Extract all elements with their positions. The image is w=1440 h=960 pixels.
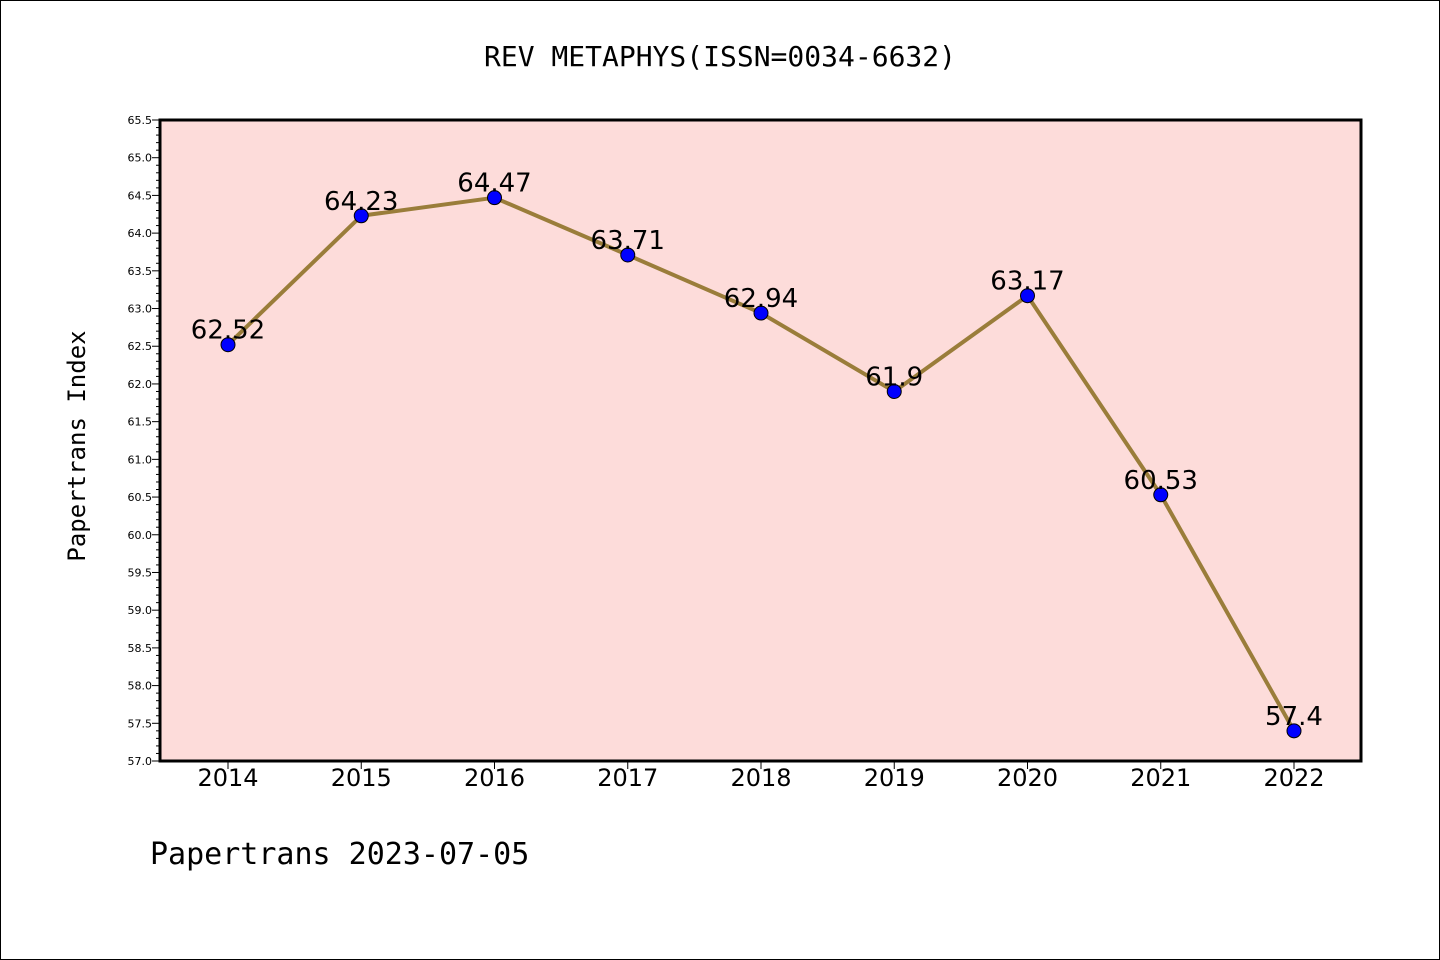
plot-area [158,118,1363,763]
y-tick-label: 62.5 [128,340,153,353]
y-tick-label: 60.5 [128,491,153,504]
data-point [1153,487,1169,503]
data-label: 64.47 [457,169,531,199]
x-tick-label: 2020 [997,764,1058,792]
x-tick-label: 2014 [197,764,258,792]
y-tick-label: 64.5 [128,189,153,202]
x-tick-label: 2016 [464,764,525,792]
data-point [1286,723,1302,739]
data-markers [220,190,1302,739]
y-tick-label: 60.0 [128,529,153,542]
data-label: 57.4 [1265,702,1323,732]
data-point [886,383,902,399]
y-tick-label: 62.0 [128,378,153,391]
data-label: 60.53 [1124,466,1198,496]
x-tick-label: 2022 [1263,764,1324,792]
data-label: 62.52 [191,316,265,346]
data-label: 63.17 [990,267,1064,297]
data-point [353,208,369,224]
data-point [1020,288,1035,304]
y-tick-label: 59.5 [128,566,153,579]
y-tick-label: 59.0 [128,604,153,617]
data-label: 61.9 [865,362,923,392]
x-tick-label: 2018 [730,764,791,792]
x-tick-label: 2017 [597,764,658,792]
y-tick-label: 65.5 [128,114,153,127]
data-point [753,305,769,321]
y-tick-label: 57.0 [128,755,153,768]
y-tick-label: 63.0 [128,303,153,316]
data-point [620,247,636,263]
y-tick-label: 58.5 [128,642,153,655]
data-point [487,190,502,206]
y-tick-label: 61.5 [128,416,153,429]
data-label: 63.71 [591,226,665,256]
y-tick-label: 57.5 [128,717,153,730]
x-tick-label: 2015 [331,764,392,792]
chart-title: REV METAPHYS(ISSN=0034-6632) [484,40,956,73]
x-tick-label: 2021 [1130,764,1191,792]
y-tick-label: 63.5 [128,265,153,278]
y-tick-label: 64.0 [128,227,153,240]
data-label: 64.23 [324,187,398,217]
y-axis: 57.0 57.5 58.0 58.5 59.0 59.5 60.0 60.5 61.0 61.5… [128,114,160,768]
data-point [220,337,236,353]
data-label: 62.94 [724,284,798,314]
y-tick-label: 58.0 [128,680,153,693]
footer-text: Papertrans 2023-07-05 [150,837,529,872]
y-tick-label: 65.0 [128,152,153,165]
x-axis: 2014 2015 2016 2017 2018 2019 2020 2021 2022 [197,761,1325,792]
y-tick-label: 61.0 [128,453,153,466]
x-tick-label: 2019 [864,764,925,792]
data-labels: 62.52 64.23 64.47 63.71 62.94 61.9 63.17 60.53 5… [191,169,1323,732]
y-axis-label: Papertrans Index [63,330,91,561]
